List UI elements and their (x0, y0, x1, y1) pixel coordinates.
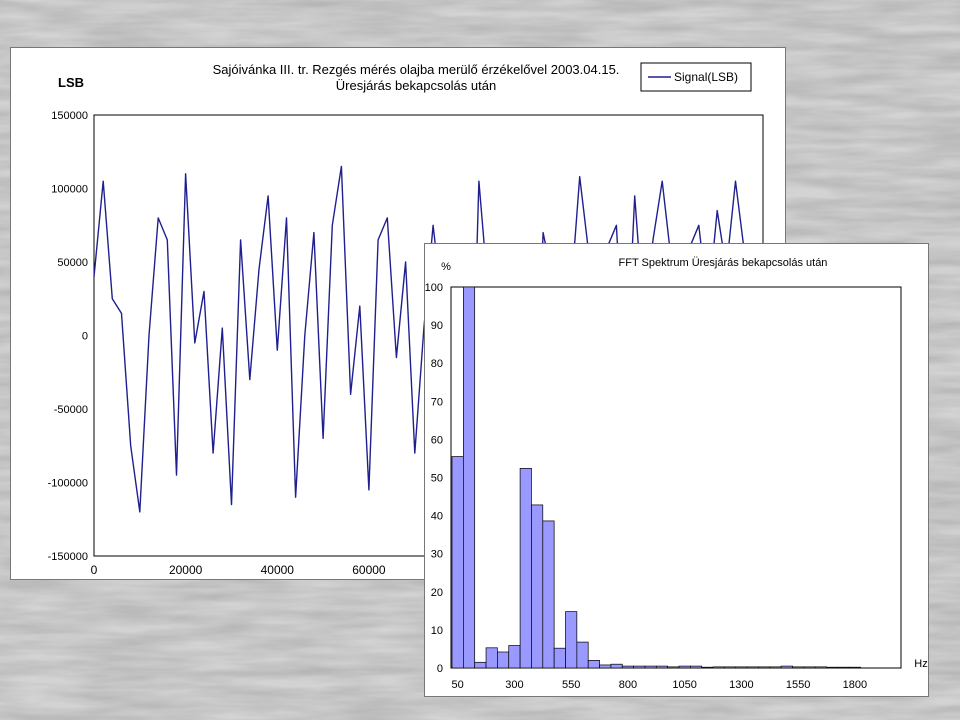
fft-bar (451, 456, 464, 669)
fft-bar (712, 666, 725, 669)
fft-y-tick-label: 30 (431, 549, 443, 561)
signal-y-tick-label: -100000 (48, 478, 88, 490)
fft-bar (746, 666, 759, 669)
fft-chart-title: FFT Spektrum Üresjárás bekapcsolás után (619, 257, 828, 269)
fft-bar (519, 468, 532, 669)
signal-y-tick-label: -50000 (54, 404, 88, 416)
fft-bar (576, 641, 589, 669)
signal-x-tick-label: 60000 (352, 563, 386, 577)
fft-bar (848, 666, 861, 669)
fft-bar (599, 664, 612, 669)
fft-bar (531, 504, 544, 669)
fft-bar (690, 665, 703, 669)
fft-x-tick-label: 50 (452, 679, 464, 691)
signal-y-tick-label: 100000 (51, 184, 88, 196)
fft-bar (542, 520, 555, 669)
fft-bar (735, 666, 748, 669)
fft-bar (610, 663, 623, 669)
legend-label: Signal(LSB) (674, 70, 738, 84)
fft-bar (678, 665, 691, 669)
fft-y-tick-label: 70 (431, 396, 443, 408)
fft-y-tick-label: 20 (431, 587, 443, 599)
signal-x-tick-label: 20000 (169, 563, 203, 577)
fft-y-tick-label: 60 (431, 434, 443, 446)
fft-y-tick-label: 100 (425, 282, 443, 294)
signal-y-axis-label: LSB (58, 75, 84, 90)
fft-x-tick-label: 550 (562, 679, 580, 691)
signal-legend: Signal(LSB) (640, 62, 752, 92)
fft-bar (724, 666, 737, 669)
fft-x-tick-label: 300 (505, 679, 523, 691)
signal-y-tick-label: -150000 (48, 551, 88, 563)
fft-x-tick-label: 1800 (843, 679, 867, 691)
fft-bar (565, 611, 578, 669)
fft-bar (497, 651, 510, 669)
fft-bar (803, 666, 816, 669)
fft-bar (701, 666, 714, 669)
fft-bar (769, 666, 782, 669)
fft-y-tick-label: 0 (437, 663, 443, 675)
fft-bar (814, 666, 827, 669)
fft-bar (508, 645, 521, 669)
fft-y-tick-label: 80 (431, 358, 443, 370)
fft-bar (553, 647, 566, 669)
fft-bar (655, 665, 669, 669)
fft-y-tick-label: 90 (431, 320, 443, 332)
fft-x-tick-label: 1050 (672, 679, 696, 691)
fft-bar (633, 665, 646, 669)
fft-x-tick-label: 1550 (786, 679, 810, 691)
fft-plot-frame (450, 286, 902, 669)
fft-bar (826, 666, 839, 669)
signal-x-tick-label: 0 (91, 563, 98, 577)
fft-bar (587, 660, 600, 669)
signal-y-tick-label: 50000 (57, 257, 88, 269)
fft-chart: FFT Spektrum Üresjárás bekapcsolás után … (425, 257, 928, 691)
fft-x-tick-label: 800 (619, 679, 637, 691)
fft-y-axis-label: % (441, 261, 451, 273)
fft-y-tick-label: 40 (431, 511, 443, 523)
signal-chart-subtitle: Üresjárás bekapcsolás után (336, 78, 496, 93)
fft-bar (474, 661, 487, 669)
fft-bar (667, 666, 680, 669)
fft-bar (837, 666, 850, 669)
fft-x-axis-label: Hz (914, 658, 927, 670)
fft-bar (621, 665, 634, 669)
fft-x-tick-label: 1300 (729, 679, 753, 691)
fft-bar (485, 647, 498, 669)
fft-bar (462, 286, 476, 669)
fft-y-tick-label: 50 (431, 473, 443, 485)
fft-bar (758, 666, 771, 669)
fft-bar (644, 665, 657, 669)
signal-x-tick-label: 40000 (261, 563, 295, 577)
signal-chart-title: Sajóivánka III. tr. Rezgés mérés olajba … (213, 62, 620, 77)
fft-y-tick-label: 10 (431, 625, 443, 637)
fft-chart-panel: FFT Spektrum Üresjárás bekapcsolás után … (424, 243, 929, 697)
fft-bar (792, 666, 805, 669)
fft-bar (780, 665, 793, 669)
signal-y-tick-label: 0 (82, 331, 88, 343)
signal-y-tick-label: 150000 (51, 110, 88, 122)
